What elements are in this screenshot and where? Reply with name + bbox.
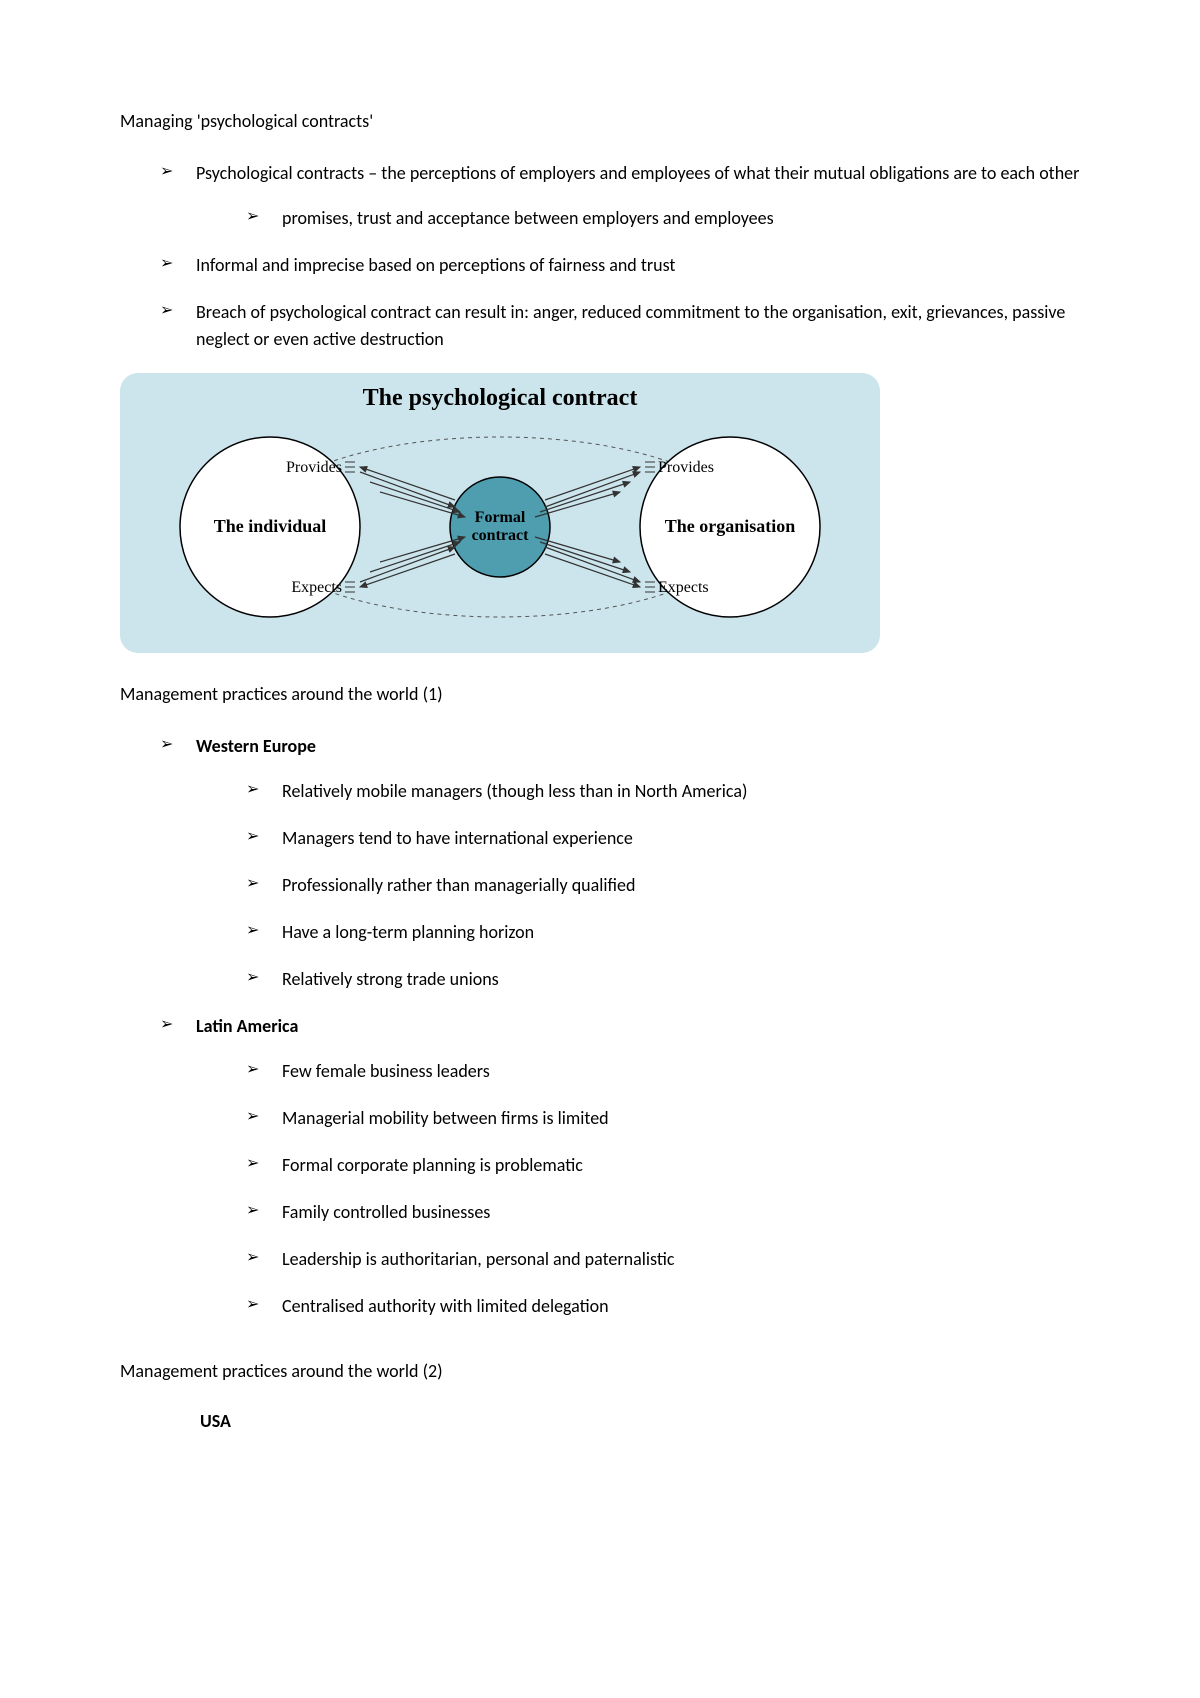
sub-item: Relatively strong trade unions: [246, 966, 1080, 993]
section2-title: Management practices around the world (1…: [120, 683, 1080, 705]
sub-item: Centralised authority with limited deleg…: [246, 1293, 1080, 1320]
sub-item: Professionally rather than managerially …: [246, 872, 1080, 899]
region-name: Western Europe: [196, 735, 316, 757]
center-label-1: Formal: [475, 509, 526, 526]
list-item: Informal and imprecise based on percepti…: [160, 252, 1080, 279]
sub-item: Family controlled businesses: [246, 1199, 1080, 1226]
sub-item: Managers tend to have international expe…: [246, 825, 1080, 852]
section3-title: Management practices around the world (2…: [120, 1360, 1080, 1382]
region-name: USA: [200, 1410, 231, 1432]
sub-item: promises, trust and acceptance between e…: [246, 205, 1080, 232]
label-expects-right: Expects: [658, 579, 709, 596]
region-item: Western Europe Relatively mobile manager…: [160, 733, 1080, 993]
sub-item: Have a long-term planning horizon: [246, 919, 1080, 946]
region-sub-list: Few female business leaders Managerial m…: [246, 1058, 1080, 1320]
region-sub-list: Relatively mobile managers (though less …: [246, 778, 1080, 993]
left-node-label: The individual: [214, 516, 327, 536]
section3-region: USA: [200, 1410, 1080, 1432]
list-item: Psychological contracts – the perception…: [160, 160, 1080, 232]
section1-title: Managing 'psychological contracts': [120, 110, 1080, 132]
label-expects-left: Expects: [291, 579, 342, 596]
sub-item: Few female business leaders: [246, 1058, 1080, 1085]
diagram-title: The psychological contract: [120, 373, 880, 412]
list-item: Breach of psychological contract can res…: [160, 299, 1080, 353]
sub-list: promises, trust and acceptance between e…: [246, 205, 1080, 232]
diagram-svg: The individual The organisation Formal c…: [120, 412, 880, 647]
label-provides-left: Provides: [286, 459, 342, 476]
psychological-contract-diagram: The psychological contract: [120, 373, 880, 653]
sub-item: Managerial mobility between firms is lim…: [246, 1105, 1080, 1132]
right-node-label: The organisation: [665, 516, 796, 536]
item-text: Psychological contracts – the perception…: [196, 162, 1079, 184]
region-name: Latin America: [196, 1015, 298, 1037]
section1-list: Psychological contracts – the perception…: [160, 160, 1080, 353]
region-item: Latin America Few female business leader…: [160, 1013, 1080, 1320]
sub-item: Relatively mobile managers (though less …: [246, 778, 1080, 805]
center-label-2: contract: [472, 527, 530, 544]
section2-list: Western Europe Relatively mobile manager…: [160, 733, 1080, 1320]
sub-item: Formal corporate planning is problematic: [246, 1152, 1080, 1179]
document-page: Managing 'psychological contracts' Psych…: [0, 0, 1200, 1492]
label-provides-right: Provides: [658, 459, 714, 476]
sub-item: Leadership is authoritarian, personal an…: [246, 1246, 1080, 1273]
